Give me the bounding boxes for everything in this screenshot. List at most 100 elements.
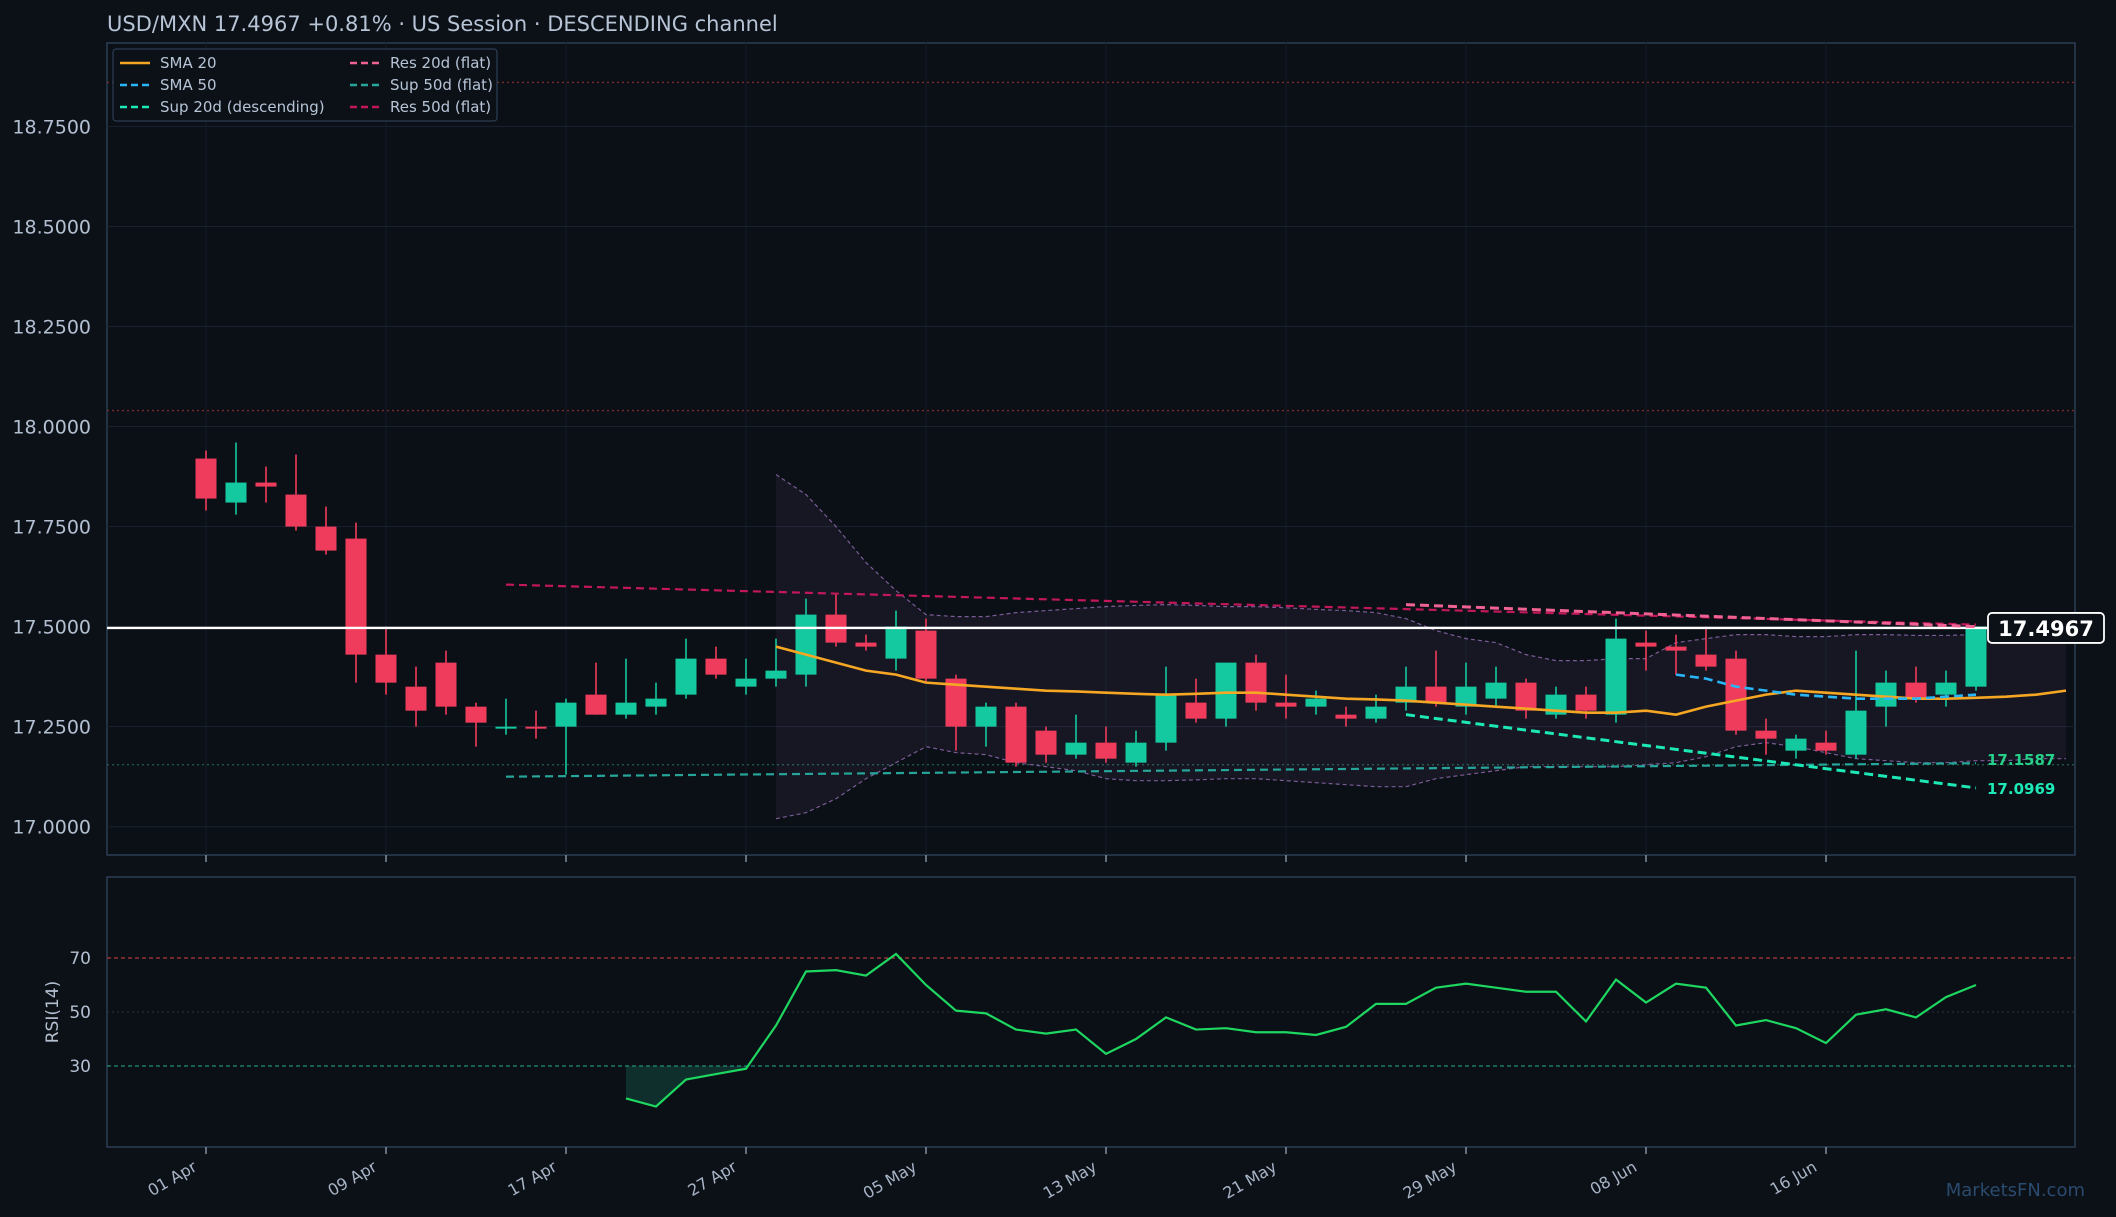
candle-body	[1425, 686, 1447, 703]
candle	[1095, 726, 1117, 763]
candle	[1125, 730, 1147, 767]
candle	[555, 698, 577, 775]
candle-body	[1155, 694, 1177, 743]
candle-body	[705, 658, 727, 675]
candle	[1245, 654, 1267, 711]
candle-body	[525, 726, 547, 729]
candle	[195, 450, 217, 511]
level-labels: 17.1587 17.0969 17.4967	[1987, 612, 2105, 798]
candle	[1815, 730, 1837, 755]
candle-body	[1695, 654, 1717, 667]
candle-body	[795, 614, 817, 675]
candle-body	[735, 678, 757, 687]
price-tick-label: 18.0000	[12, 417, 91, 439]
candle	[1755, 718, 1777, 755]
candle	[585, 662, 607, 715]
price-axis: 17.0000 17.2500 17.5000 17.7500 18.0000 18.25…	[12, 116, 91, 838]
candle	[1305, 690, 1327, 715]
candle-body	[1245, 662, 1267, 703]
rsi-panel	[106, 876, 2076, 1148]
candle-body	[1605, 638, 1627, 715]
candle-body	[1095, 742, 1117, 759]
candle-body	[1845, 710, 1867, 755]
candle-body	[1935, 682, 1957, 695]
candle	[225, 442, 247, 515]
price-panel	[106, 42, 2076, 856]
rsi-tick-label: 30	[69, 1057, 91, 1077]
candle	[1395, 666, 1417, 711]
chart-title: USD/MXN 17.4967 +0.81% · US Session · DE…	[107, 12, 778, 36]
candle-body	[435, 662, 457, 707]
candle-body	[1065, 742, 1087, 755]
legend-box	[112, 48, 498, 122]
candle	[1185, 678, 1207, 723]
candle	[735, 658, 757, 695]
candle	[1425, 650, 1447, 707]
rsi-series	[625, 952, 1977, 1108]
legend-label: SMA 50	[160, 76, 217, 94]
candle-body	[1515, 682, 1537, 711]
candle-body	[585, 694, 607, 715]
res-20d-line	[1405, 603, 1977, 629]
watermark: MarketsFN.com	[1946, 1180, 2085, 1201]
candle-body	[1395, 686, 1417, 703]
price-tick-label: 18.2500	[12, 317, 91, 339]
rsi-axis-label: RSI(14)	[43, 981, 63, 1044]
candle	[495, 698, 517, 735]
channel-lower-line	[775, 742, 2066, 820]
legend-label: Sup 50d (flat)	[390, 76, 493, 94]
rsi-oversold-fill	[626, 1066, 746, 1107]
candle	[1905, 666, 1927, 703]
candle	[645, 682, 667, 715]
candle	[1155, 666, 1177, 751]
candle-body	[1185, 702, 1207, 719]
price-tick-label: 17.0000	[12, 817, 91, 839]
legend-label: Sup 20d (descending)	[160, 98, 325, 116]
sma-50-line	[1675, 673, 1977, 700]
channel-band	[775, 474, 2067, 820]
candle	[1455, 662, 1477, 715]
candle-body	[1305, 698, 1327, 707]
candle-body	[375, 654, 397, 683]
candle-body	[1215, 662, 1237, 719]
candle-body	[1275, 702, 1297, 707]
channel-upper-line	[775, 474, 2067, 662]
candle	[255, 466, 277, 503]
candle	[795, 598, 817, 687]
candle	[615, 658, 637, 719]
candle-body	[1965, 626, 1987, 687]
candle-body	[675, 658, 697, 695]
candle-body	[1485, 682, 1507, 699]
candle-body	[255, 482, 277, 487]
candle	[375, 626, 397, 695]
candle	[435, 650, 457, 715]
candle	[1515, 678, 1537, 719]
candle	[1275, 674, 1297, 719]
candle-body	[195, 458, 217, 499]
candle	[1005, 702, 1027, 767]
candle	[1845, 650, 1867, 759]
price-tick-label: 17.5000	[12, 617, 91, 639]
candle	[1695, 626, 1717, 671]
candle	[1725, 650, 1747, 735]
rsi-axis: 30 50 70	[69, 949, 91, 1077]
candle-body	[1635, 642, 1657, 647]
candle-body	[855, 642, 877, 647]
candle-body	[1815, 742, 1837, 751]
sup-20d-line	[1405, 713, 1977, 790]
candle	[855, 634, 877, 651]
candle	[1035, 726, 1057, 763]
sup-50d-line	[505, 762, 1977, 778]
candle-body	[1365, 706, 1387, 719]
candle-body	[495, 726, 517, 729]
candle-body	[1665, 646, 1687, 651]
price-tick-label: 17.2500	[12, 717, 91, 739]
candle	[1605, 618, 1627, 723]
candle	[705, 646, 727, 679]
legend: SMA 20 SMA 50 Sup 20d (descending) Res 20d …	[112, 48, 498, 122]
candle	[1335, 706, 1357, 727]
candle	[915, 618, 937, 683]
candle-body	[555, 702, 577, 727]
candle	[1785, 734, 1807, 759]
